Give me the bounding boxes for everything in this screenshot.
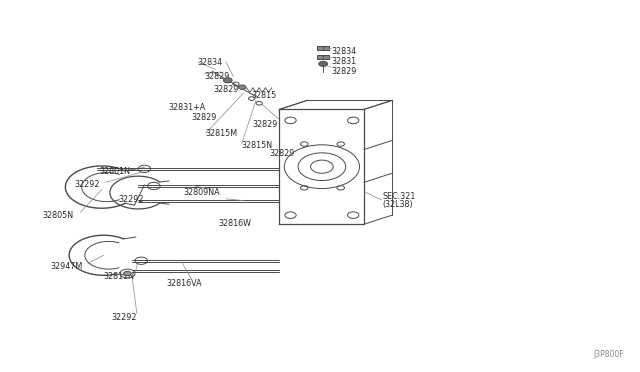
Text: 32815: 32815 <box>251 91 276 100</box>
Circle shape <box>348 212 359 218</box>
Circle shape <box>223 78 232 83</box>
Text: 32805N: 32805N <box>43 211 74 220</box>
Text: 32292: 32292 <box>74 180 100 189</box>
Text: 32829: 32829 <box>213 85 239 94</box>
FancyBboxPatch shape <box>317 55 330 59</box>
Text: 32292: 32292 <box>118 195 143 204</box>
Text: 32829: 32829 <box>191 113 217 122</box>
Circle shape <box>124 271 131 276</box>
Text: SEC.321: SEC.321 <box>383 192 416 201</box>
Text: 32292: 32292 <box>112 314 137 323</box>
Circle shape <box>285 117 296 124</box>
Text: (32L38): (32L38) <box>383 201 413 209</box>
Circle shape <box>348 117 359 124</box>
Text: 32829: 32829 <box>252 120 278 129</box>
Text: 32801N: 32801N <box>99 167 130 176</box>
FancyBboxPatch shape <box>317 46 329 50</box>
Text: 32834: 32834 <box>332 46 356 55</box>
Text: 32834: 32834 <box>198 58 223 67</box>
Circle shape <box>239 85 246 89</box>
Text: 32811N: 32811N <box>104 272 134 281</box>
Text: 32829: 32829 <box>270 149 295 158</box>
Text: J3P800F: J3P800F <box>593 350 624 359</box>
Circle shape <box>319 61 328 67</box>
Text: 32815M: 32815M <box>206 129 238 138</box>
Text: 32829: 32829 <box>332 67 356 76</box>
Text: 32947M: 32947M <box>51 262 83 272</box>
Text: 32809NA: 32809NA <box>184 188 221 197</box>
Text: 32816W: 32816W <box>218 219 252 228</box>
Text: 32829: 32829 <box>204 72 229 81</box>
Text: 32831+A: 32831+A <box>168 103 205 112</box>
Text: 32816VA: 32816VA <box>166 279 202 288</box>
Text: 32815N: 32815N <box>242 141 273 150</box>
Circle shape <box>285 212 296 218</box>
Text: 32831: 32831 <box>332 57 356 66</box>
